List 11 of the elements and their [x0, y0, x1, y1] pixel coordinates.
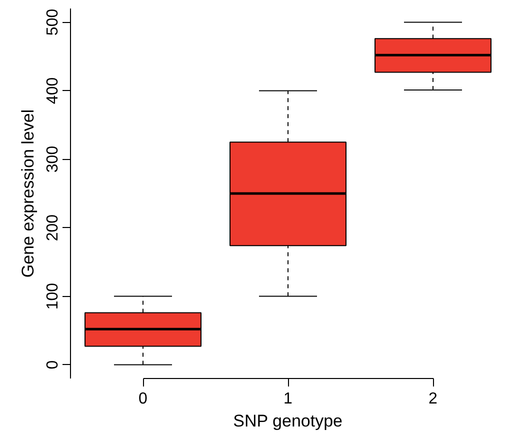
- x-tick-label: 1: [284, 390, 293, 408]
- y-tick-label: 400: [44, 77, 62, 104]
- x-tick-label: 0: [138, 390, 148, 408]
- y-tick-label: 200: [44, 214, 62, 242]
- y-tick-label: 100: [44, 282, 62, 310]
- x-axis-title: SNP genotype: [233, 412, 343, 430]
- x-tick-label: 2: [428, 390, 438, 408]
- y-axis-title: Gene expression level: [18, 109, 38, 278]
- y-tick-label: 300: [44, 146, 62, 173]
- y-tick-label: 0: [44, 360, 62, 370]
- y-tick-label: 500: [44, 8, 62, 36]
